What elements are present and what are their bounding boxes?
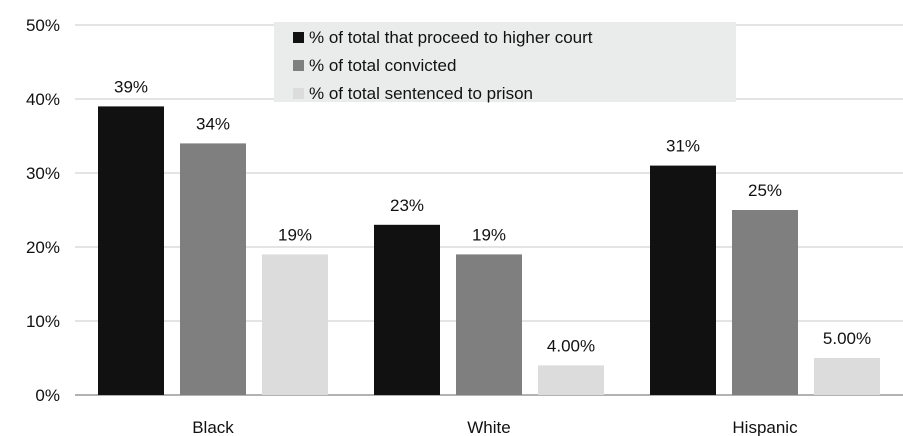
legend-label: % of total sentenced to prison <box>309 84 533 103</box>
legend-background <box>274 22 736 102</box>
data-label: 39% <box>114 77 148 96</box>
y-tick-label: 20% <box>26 238 60 257</box>
legend-label: % of total that proceed to higher court <box>309 28 593 47</box>
bar <box>180 143 246 395</box>
bar <box>98 106 164 396</box>
y-tick-label: 0% <box>35 386 60 405</box>
bar <box>456 254 522 395</box>
x-category-label: Hispanic <box>732 418 798 436</box>
bar <box>262 254 328 395</box>
x-axis-category-labels: Black White Hispanic <box>192 418 798 436</box>
legend-swatch <box>293 88 304 99</box>
y-tick-label: 10% <box>26 312 60 331</box>
y-tick-label: 40% <box>26 90 60 109</box>
y-tick-label: 30% <box>26 164 60 183</box>
bar <box>732 210 798 395</box>
bar <box>814 358 880 395</box>
y-tick-label: 50% <box>26 16 60 35</box>
legend-label: % of total convicted <box>309 56 456 75</box>
data-label: 19% <box>472 225 506 244</box>
data-label: 19% <box>278 225 312 244</box>
x-category-label: Black <box>192 418 234 436</box>
data-labels: 39% 34% 19% 23% 19% 4.00% 31% 25% 5.00% <box>114 77 871 355</box>
bar <box>374 224 440 395</box>
data-label: 23% <box>390 196 424 215</box>
x-category-label: White <box>467 418 510 436</box>
data-label: 5.00% <box>823 329 871 348</box>
legend-swatch <box>293 60 304 71</box>
bar <box>650 165 716 395</box>
data-label: 31% <box>666 137 700 156</box>
y-axis-tick-labels: 0% 10% 20% 30% 40% 50% <box>26 16 60 405</box>
bars <box>98 106 880 396</box>
bar <box>538 365 604 395</box>
data-label: 25% <box>748 181 782 200</box>
data-label: 4.00% <box>547 336 595 355</box>
legend-swatch <box>293 32 304 43</box>
legend: % of total that proceed to higher court%… <box>274 22 736 103</box>
data-label: 34% <box>196 114 230 133</box>
